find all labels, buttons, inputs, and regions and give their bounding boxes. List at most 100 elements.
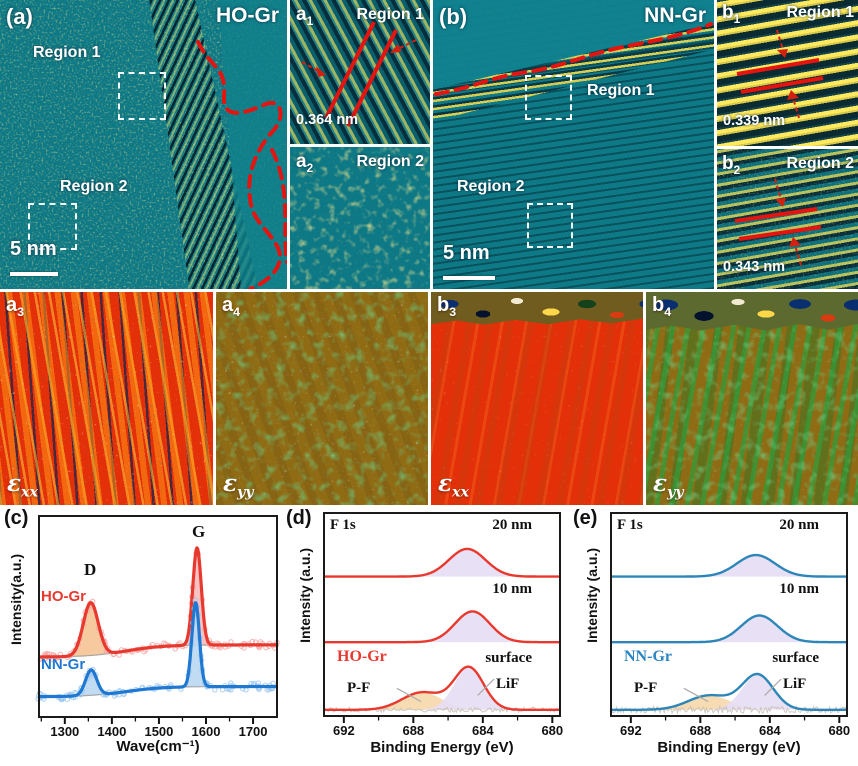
arrow-icon xyxy=(395,39,417,51)
sample-name: NN-Gr xyxy=(644,4,706,27)
tem-panel-nn-gr: (b) NN-Gr Region 1 Region 2 5 nm xyxy=(433,0,714,289)
strain-component-label: εyy xyxy=(223,470,254,501)
d-spacing-value: 0.343 nm xyxy=(723,259,786,275)
region2-label: Region 2 xyxy=(457,178,525,195)
lattice-stripes xyxy=(290,0,430,144)
depth-label-10nm: 10 nm xyxy=(779,581,819,597)
inset-b2-region2: b2 Region 2 0.343 nm xyxy=(717,149,858,289)
strain-component-label: εxx xyxy=(7,470,38,501)
inset-label: b1 xyxy=(722,2,741,26)
strain-map-b3-exx: b3 εxx xyxy=(431,292,643,505)
noise-texture xyxy=(433,0,714,289)
red-dashed-outline-2 xyxy=(270,148,287,264)
lattice-spacing-marker xyxy=(301,21,417,127)
surface-strain-band xyxy=(431,292,643,325)
y-axis-label: Intensity (a.u.) xyxy=(297,548,313,643)
strain-component-label: εyy xyxy=(653,470,684,501)
depth-label-surface: surface xyxy=(772,650,819,666)
axis-tick-label: 1600 xyxy=(192,724,221,739)
red-dashed-outline xyxy=(196,40,283,289)
lattice-spacing-marker xyxy=(734,178,822,266)
x-axis-label: Binding Energy (eV) xyxy=(657,739,801,756)
panel-label: (c) xyxy=(4,507,29,529)
sample-name: HO-Gr xyxy=(216,4,279,27)
axis-tick-label: 1300 xyxy=(50,724,79,739)
d-spacing-value: 0.364 nm xyxy=(296,112,359,128)
inset-label: b2 xyxy=(722,153,741,177)
inset-b1-region1: b1 Region 1 0.339 nm xyxy=(717,0,858,146)
axis-tick-label: 692 xyxy=(620,723,642,738)
arrow-head-icon xyxy=(787,90,799,100)
arrow-head-icon xyxy=(316,66,326,77)
strain-map-b4-eyy: b4 εyy xyxy=(646,292,858,505)
lif-component-label: LiF xyxy=(783,676,807,692)
region1-label: Region 1 xyxy=(33,44,101,61)
sample-name: NN-Gr xyxy=(624,648,672,665)
g-band-label: G xyxy=(192,522,206,541)
panel-label: (d) xyxy=(286,507,312,529)
region1-roi-box xyxy=(525,75,572,120)
axis-tick-label: 688 xyxy=(402,723,424,738)
axis-tick-label: 680 xyxy=(541,723,563,738)
region2-roi-box xyxy=(28,203,77,250)
noise-texture xyxy=(290,147,430,289)
sei-boundary-outline xyxy=(196,40,287,289)
scalebar xyxy=(443,276,495,280)
arrow-head-icon xyxy=(789,237,801,247)
arrow-head-icon xyxy=(390,44,401,53)
sample-name: HO-Gr xyxy=(337,648,387,665)
raman-spectra-chart: 1300 1400 1500 1600 1700 xyxy=(35,515,280,739)
scalebar-label: 5 nm xyxy=(10,238,57,260)
panel-label: b4 xyxy=(652,294,672,319)
core-level-label: F 1s xyxy=(617,517,643,533)
axis-tick-label: 1700 xyxy=(239,724,268,739)
region1-roi-box xyxy=(118,72,166,120)
arrow-icon xyxy=(794,244,802,266)
inset-label: a1 xyxy=(296,4,314,28)
arrow-head-icon xyxy=(775,198,786,207)
panel-label: (b) xyxy=(439,4,468,29)
red-dashed-outline xyxy=(434,22,713,96)
pf-component-label: P-F xyxy=(347,680,371,696)
xps-f1s-chart-ho-gr: 692 688 684 680 xyxy=(322,512,563,738)
inset-a2-region2: a2 Region 2 xyxy=(290,147,430,289)
axis-tick-label: 1500 xyxy=(144,724,173,739)
region-label: Region 1 xyxy=(786,4,854,21)
region-label: Region 2 xyxy=(356,153,424,170)
region2-roi-box xyxy=(527,203,573,248)
noise-texture xyxy=(0,292,213,505)
spacing-line xyxy=(740,76,824,94)
tem-panel-ho-gr: (a) HO-Gr Region 1 Region 2 5 nm xyxy=(0,0,287,289)
depth-label-20nm: 20 nm xyxy=(779,517,819,533)
inset-label: a2 xyxy=(296,151,314,175)
xps-f1s-chart-nn-gr: 692 688 684 680 xyxy=(609,512,850,738)
sei-boundary-outline xyxy=(434,22,713,96)
strain-map-a3-exx: a3 εxx xyxy=(0,292,213,505)
core-level-label: F 1s xyxy=(330,517,356,533)
arrow-head-icon xyxy=(777,49,788,58)
depth-label-surface: surface xyxy=(485,650,532,666)
y-axis-label: Intensity(a.u.) xyxy=(8,554,24,646)
y-axis-label: Intensity (a.u.) xyxy=(584,548,600,643)
lattice-spacing-marker xyxy=(736,29,824,119)
panel-label: (e) xyxy=(573,507,598,529)
depth-label-20nm: 20 nm xyxy=(492,517,532,533)
x-axis-label: Wave(cm⁻¹) xyxy=(116,738,200,755)
scalebar-label: 5 nm xyxy=(443,242,490,264)
spacing-line xyxy=(324,21,376,119)
panel-label: a3 xyxy=(6,294,25,319)
axis-tick-label: 684 xyxy=(759,723,781,738)
region-label: Region 2 xyxy=(786,155,854,172)
panel-label: b3 xyxy=(437,294,457,319)
inset-a1-region1: a1 Region 1 0.364 nm xyxy=(290,0,430,144)
region-label: Region 1 xyxy=(356,6,424,23)
scalebar xyxy=(10,272,58,276)
panel-label: a4 xyxy=(222,294,241,319)
spacing-line xyxy=(346,29,398,127)
noise-texture xyxy=(431,292,643,505)
spacing-line xyxy=(738,225,822,241)
noise-texture xyxy=(216,292,428,505)
axis-tick-label: 692 xyxy=(333,723,355,738)
axis-tick-label: 688 xyxy=(689,723,711,738)
